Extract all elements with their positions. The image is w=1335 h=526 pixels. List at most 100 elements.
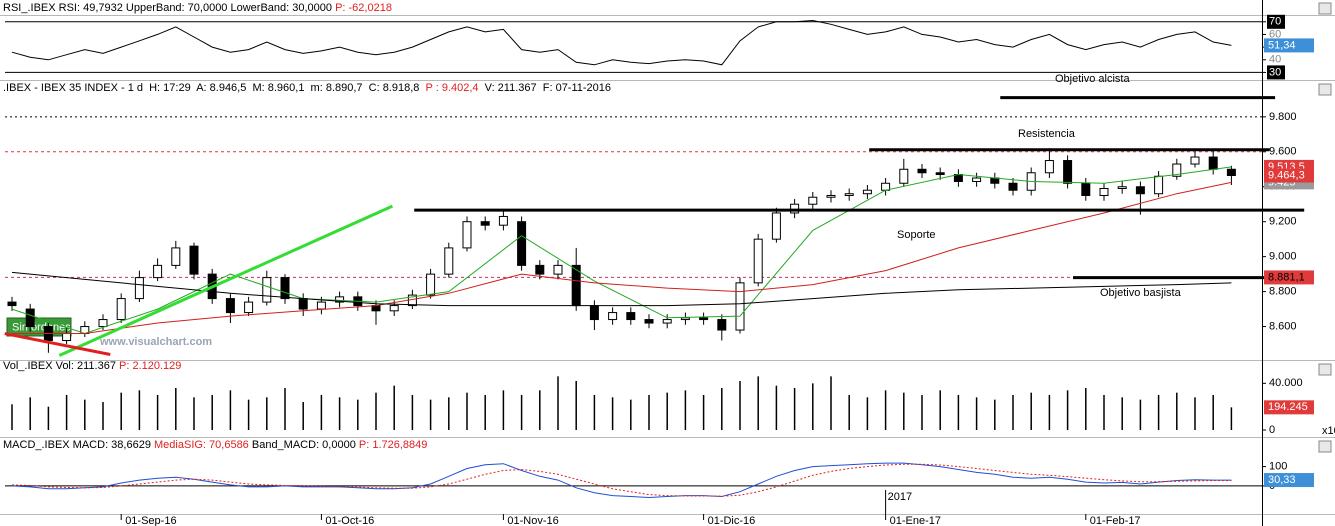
panel-header: .IBEX - IBEX 35 INDEX - 1 d H: 17:29 A: … [3, 82, 611, 94]
candle-body [1008, 182, 1018, 191]
y-tick-label: 0 [1269, 424, 1275, 436]
header-part: P: 1.726,8849 [359, 439, 428, 451]
candle-body [553, 264, 563, 275]
candle-body [535, 264, 545, 275]
candle-body [1172, 163, 1182, 177]
series-line [11, 19, 1232, 66]
candle-body [371, 305, 381, 312]
drawn-line [58, 204, 393, 357]
value-box-label: 8.881,1 [1268, 271, 1305, 283]
candle-body [699, 317, 709, 321]
candle-body [735, 282, 745, 331]
candle-body [771, 212, 781, 240]
candle-body [116, 298, 126, 321]
candle-body [25, 308, 35, 328]
candle-body [189, 245, 199, 275]
y-tick-label: 60 [1269, 28, 1281, 40]
header-part: MediaSIG: 70,6586 [154, 439, 249, 451]
y-tick-label: 30 [1269, 66, 1281, 78]
header-part: P : 9.402,4 [426, 82, 479, 94]
candle-body [917, 168, 927, 174]
candle-body [644, 319, 654, 324]
candle-body [480, 221, 490, 226]
candle-body [1063, 160, 1073, 184]
candle-body [608, 312, 618, 321]
candle-body [1081, 182, 1091, 196]
x-tick-label: 01-Nov-16 [507, 515, 558, 526]
value-box-label: 30,33 [1268, 474, 1296, 486]
candle-body [1190, 156, 1200, 165]
candle-body [680, 317, 690, 321]
header-part: P: -62,0218 [335, 2, 392, 14]
panel-button[interactable] [1318, 363, 1332, 376]
y-tick-label: 8.800 [1269, 286, 1297, 298]
series-line [11, 463, 1232, 497]
candle-body [826, 194, 836, 198]
value-box [1264, 168, 1314, 183]
candle-body [1135, 186, 1145, 195]
x-tick-label: 01-Sep-16 [125, 515, 176, 526]
y-tick-label: 9.200 [1269, 216, 1297, 228]
candle-body [498, 215, 508, 226]
candle-body [844, 193, 854, 196]
value-box [1264, 38, 1314, 53]
candle-body [7, 301, 17, 307]
y-tick-label: 8.600 [1269, 320, 1297, 332]
header-part: P: 2.120.129 [119, 360, 181, 372]
side-buttons[interactable] [1318, 2, 1332, 453]
panel-header: RSI_.IBEX RSI: 49,7932 UpperBand: 70,000… [3, 2, 392, 14]
header-part: MACD_.IBEX MACD: 38,6629 [3, 439, 154, 451]
header-part: .IBEX - IBEX 35 INDEX - 1 d H: 17:29 A: … [3, 82, 426, 94]
drawing-label: Objetivo alcista [1055, 73, 1130, 85]
candle-body [790, 203, 800, 214]
candle-body [589, 305, 599, 321]
y-tick-label: 40 [1269, 54, 1281, 66]
candle-body [1117, 186, 1127, 189]
candle-body [153, 264, 163, 279]
candle-body [62, 333, 72, 342]
candle-body [972, 177, 982, 183]
candle-body [626, 312, 636, 321]
y-tick-label: 9.800 [1269, 111, 1297, 123]
value-box-label: 194.245 [1268, 401, 1308, 413]
value-box-label: 9.464,3 [1268, 169, 1305, 181]
series-line [11, 166, 1232, 335]
y-tick-box [1267, 14, 1285, 29]
watermark: www.visualchart.com [99, 336, 212, 348]
candle-body [462, 221, 472, 249]
candle-body [1226, 168, 1236, 177]
candle-body [444, 247, 454, 275]
candle-body [98, 319, 108, 328]
candle-body [171, 247, 181, 266]
panel-button[interactable] [1318, 83, 1332, 96]
y-tick-label: 9.600 [1269, 146, 1297, 158]
order-status: Sin órdenes [12, 321, 71, 333]
x-tick-label: 01-Oct-16 [325, 515, 374, 526]
candle-body [389, 305, 399, 312]
panel-header: Vol_.IBEX Vol: 211.367 P: 2.120.129 [3, 360, 181, 372]
header-part: Vol_.IBEX Vol: 211.367 [3, 360, 119, 372]
drawn-line [4, 332, 111, 356]
value-box [1264, 473, 1314, 488]
header-part: V: 211.367 F: 07-11-2016 [479, 82, 612, 94]
x-tick-label: 01-Feb-17 [1090, 515, 1141, 526]
header-part: Band_MACD: 0,0000 [249, 439, 359, 451]
drawing-label: Resistencia [1018, 128, 1076, 140]
candle-body [1044, 160, 1054, 174]
candle-body [280, 277, 290, 300]
panel-button[interactable] [1318, 2, 1332, 15]
candle-body [262, 277, 272, 303]
candle-body [426, 273, 436, 296]
candle-body [335, 296, 345, 303]
candle-body [244, 301, 254, 314]
candle-body [662, 319, 672, 324]
panel-button[interactable] [1318, 440, 1332, 453]
candle-body [134, 277, 144, 300]
candle-body [1154, 175, 1164, 195]
y-tick-label: 9.000 [1269, 251, 1297, 263]
value-box [1264, 400, 1314, 415]
candle-body [753, 238, 763, 284]
